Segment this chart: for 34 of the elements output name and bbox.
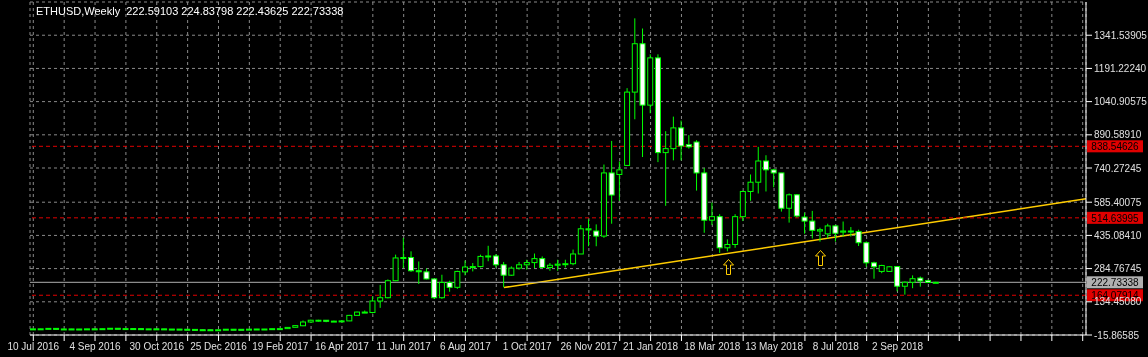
x-tick-label: 8 Jul 2018 — [812, 341, 860, 353]
x-tick-label: 4 Sep 2016 — [69, 341, 122, 353]
y-tick-label: -15.86585 — [1094, 329, 1140, 341]
y-tick-label: 435.08410 — [1094, 229, 1142, 241]
y-tick-label: 1341.53905 — [1094, 29, 1148, 41]
x-tick-label: 2 Sep 2018 — [871, 341, 924, 353]
candlestick — [408, 250, 415, 273]
chart-title: ETHUSD,Weekly 222.59103 224.83798 222.43625 222.73338 — [36, 5, 344, 17]
x-tick-label: 11 Jun 2017 — [376, 341, 432, 353]
y-tick-label: 585.40075 — [1094, 196, 1142, 208]
candlestick — [762, 154, 769, 192]
x-tick-label: 13 May 2018 — [745, 341, 804, 353]
candlestick — [462, 260, 469, 276]
y-tick-label: 890.58910 — [1094, 129, 1142, 141]
y-tick-label: 284.76745 — [1094, 263, 1142, 275]
x-tick-label: 25 Dec 2016 — [190, 341, 248, 353]
ref-line-label: 514.63995 — [1091, 212, 1140, 224]
y-tick-label: 740.27245 — [1094, 162, 1142, 174]
candlestick — [871, 261, 877, 280]
ref-line-label: 222.73338 — [1091, 277, 1140, 289]
x-tick-label: 19 Feb 2017 — [252, 341, 309, 353]
x-tick-label: 1 Oct 2017 — [502, 341, 553, 353]
x-tick-label: 26 Nov 2017 — [560, 341, 618, 353]
x-tick-label: 16 Apr 2017 — [314, 341, 370, 353]
y-tick-label: 1040.90575 — [1094, 96, 1148, 108]
x-tick-label: 30 Oct 2016 — [129, 341, 185, 353]
candlestick — [816, 227, 823, 243]
x-tick-label: 6 Aug 2017 — [440, 341, 492, 353]
ref-line-label: 838.54626 — [1091, 141, 1140, 153]
candlestick — [708, 202, 715, 226]
x-tick-label: 18 Mar 2018 — [684, 341, 741, 353]
x-tick-label: 10 Jul 2016 — [7, 341, 60, 353]
x-tick-label: 21 Jan 2018 — [623, 341, 679, 353]
y-tick-label: 1191.22240 — [1094, 62, 1147, 74]
